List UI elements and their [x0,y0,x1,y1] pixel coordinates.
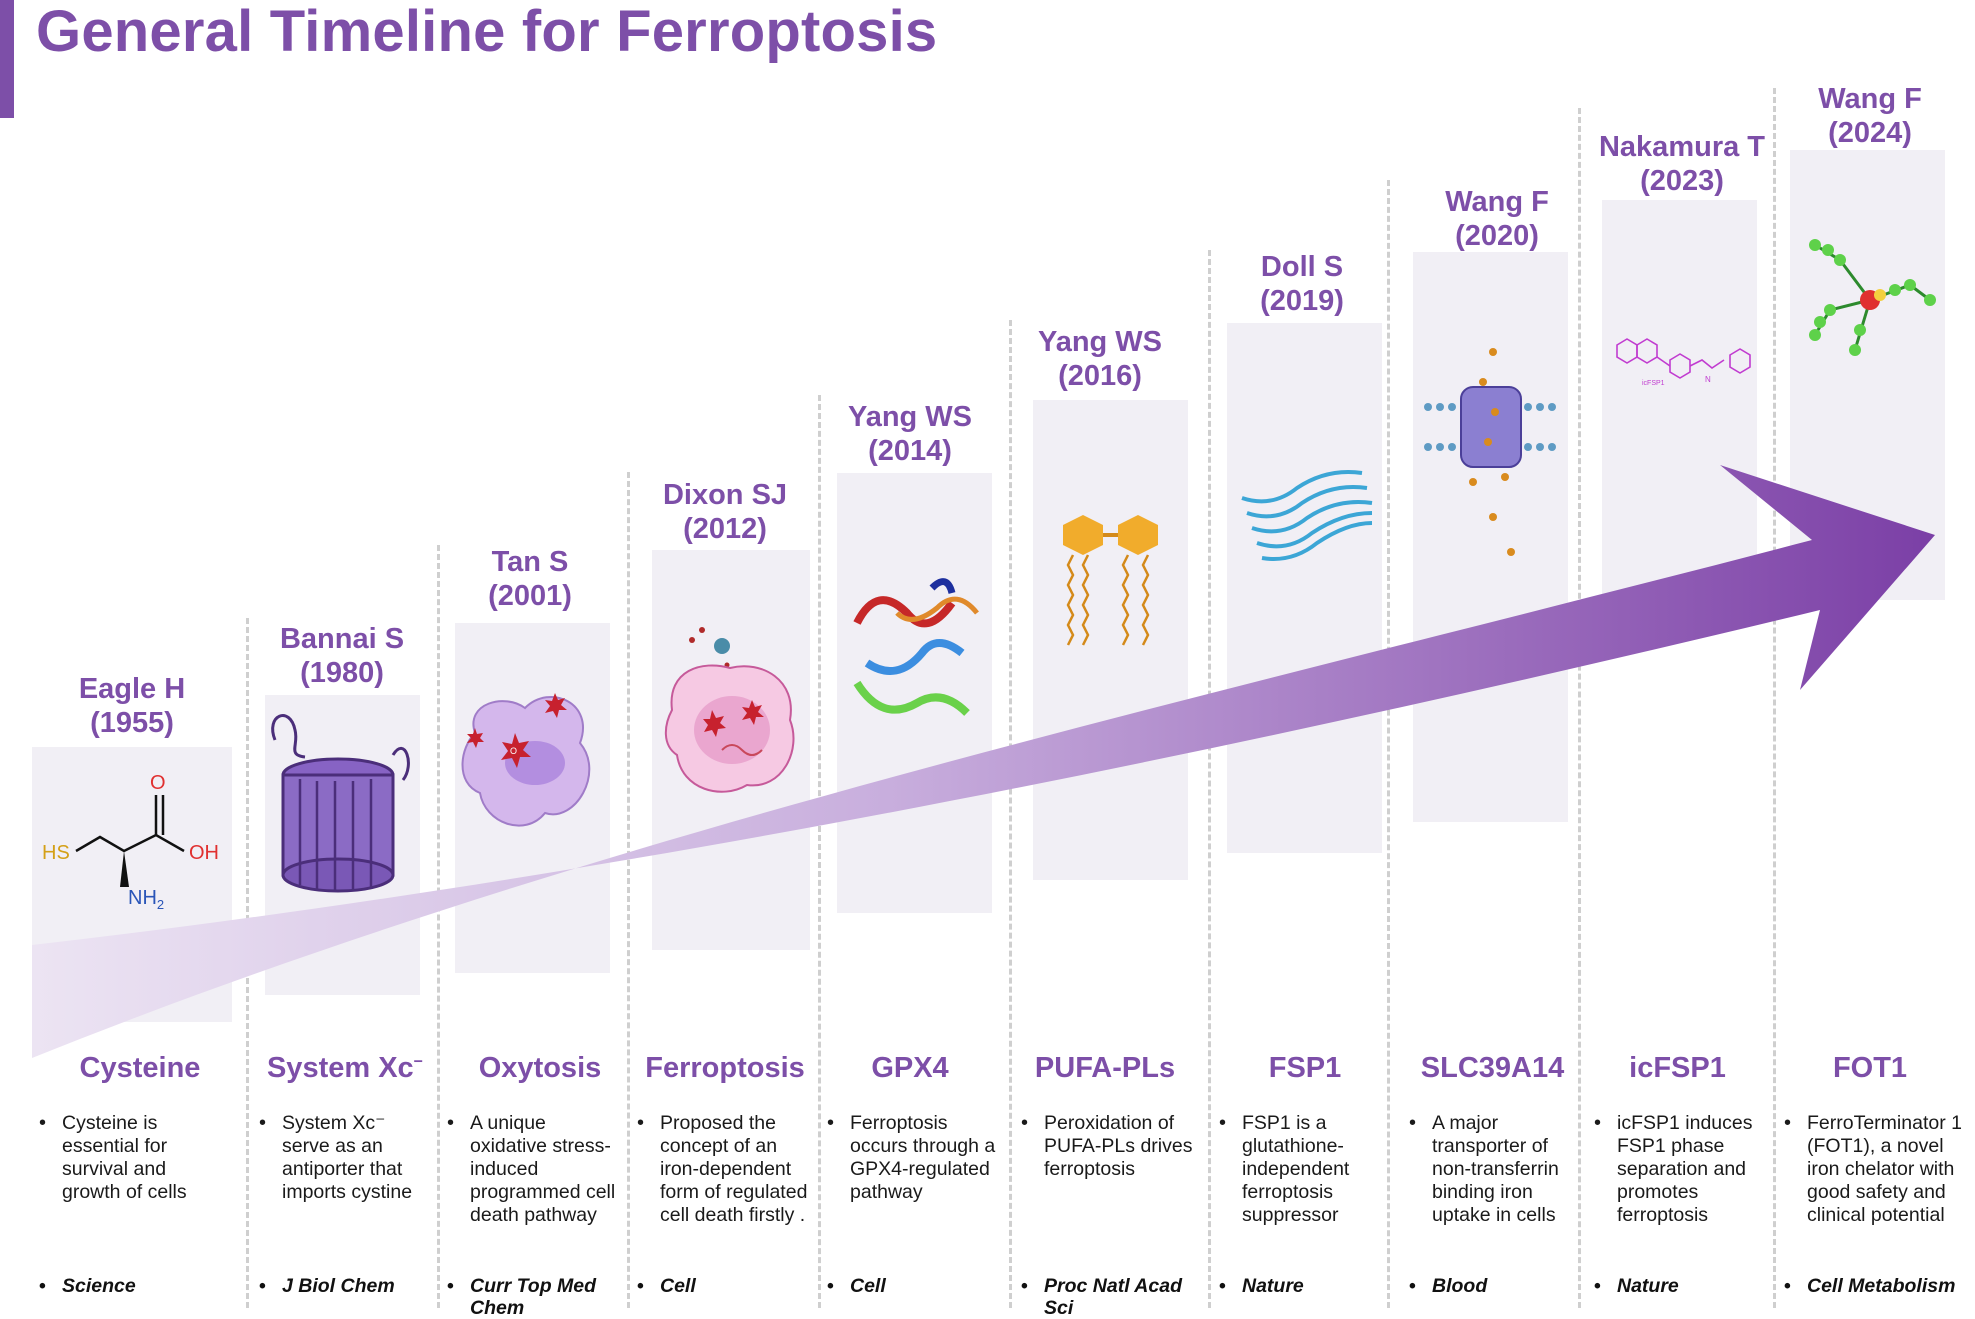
event-journal-1955: Science [30,1275,230,1297]
event-journal-2016: Proc Natl Acad Sci [1012,1275,1197,1319]
event-author-1955: Eagle H (1955) [78,673,186,739]
fsp1-helix-icon [1241,470,1373,561]
transporter-barrel-icon [271,714,410,893]
event-journal-2014: Cell [818,1275,998,1297]
event-description-2023: icFSP1 induces FSP1 phase separation and… [1585,1112,1760,1227]
nitrogen-label: N [1705,375,1711,384]
event-description-1955: Cysteine is essential for survival and g… [30,1112,220,1204]
fot1-molecule-icon [1809,239,1936,356]
event-topic-2014: GPX4 [871,1052,949,1084]
event-topic-2019: FSP1 [1268,1052,1342,1084]
oxidative-cell-icon: O [461,693,591,827]
event-topic-2024: FOT1 [1832,1052,1908,1084]
sulfur-label: HS [42,842,70,864]
event-panel-2019 [1227,323,1382,853]
column-divider [818,395,821,1308]
event-author-2012: Dixon SJ (2012) [662,479,788,545]
event-journal-2019: Nature [1210,1275,1390,1297]
event-panel-2023 [1602,200,1757,602]
event-panel-2016 [1033,400,1188,880]
icfsp1-structure-icon: icFSP1 N [1616,338,1751,387]
ferroptotic-cell-icon [664,627,795,793]
event-topic-1980: System Xc− [266,1052,424,1084]
event-author-2014: Yang WS (2014) [847,401,973,467]
page-title: General Timeline for Ferroptosis [36,0,938,64]
event-topic-2001: Oxytosis [478,1052,602,1084]
event-author-2016: Yang WS (2016) [1037,326,1163,392]
event-author-1980: Bannai S (1980) [279,623,405,689]
event-author-2024: Wang F (2024) [1818,83,1922,149]
event-journal-2023: Nature [1585,1275,1765,1297]
event-description-1980: System Xc⁻ serve as an antiporter that i… [250,1112,425,1204]
event-journal-1980: J Biol Chem [250,1275,430,1297]
event-description-2012: Proposed the concept of an iron-dependen… [628,1112,818,1227]
event-topic-2020: SLC39A14 [1420,1052,1565,1084]
event-topic-2012: Ferroptosis [645,1052,805,1084]
column-divider [1578,108,1581,1308]
membrane-channel-icon [1424,348,1556,556]
column-divider [1009,320,1012,1308]
title-accent-bar [0,0,14,118]
amine-label: NH2 [128,887,164,912]
event-journal-2012: Cell [628,1275,808,1297]
event-description-2024: FerroTerminator 1 (FOT1), a novel iron c… [1775,1112,1965,1227]
superoxide-label: O [510,746,517,756]
event-author-2019: Doll S (2019) [1260,251,1344,317]
event-author-2020: Wang F (2020) [1445,186,1549,252]
gpx4-protein-icon [853,578,979,716]
event-journal-2020: Blood [1400,1275,1580,1297]
event-topic-2023: icFSP1 [1629,1052,1726,1084]
column-divider [1773,88,1776,1308]
event-journal-2001: Curr Top Med Chem [438,1275,623,1319]
event-author-2001: Tan S (2001) [488,546,572,612]
hydroxyl-label: OH [189,842,219,864]
column-divider [1387,180,1390,1308]
event-topic-2016: PUFA-PLs [1034,1052,1176,1084]
column-divider [627,472,630,1308]
event-panel-2020 [1413,252,1568,822]
column-divider [1208,250,1211,1308]
event-description-2016: Peroxidation of PUFA-PLs drives ferropto… [1012,1112,1202,1181]
event-description-2019: FSP1 is a glutathione-independent ferrop… [1210,1112,1385,1227]
column-divider [437,545,440,1308]
event-description-2014: Ferroptosis occurs through a GPX4-regula… [818,1112,1008,1204]
event-description-2001: A unique oxidative stress-induced progra… [438,1112,628,1227]
cysteine-structure-icon: HS O OH NH2 [42,772,219,912]
icfsp1-tag: icFSP1 [1642,380,1665,387]
event-topic-1955: Cysteine [79,1052,201,1084]
oxygen-label: O [150,772,166,794]
phospholipid-icon [1063,515,1158,646]
event-description-2020: A major transporter of non-transferrin b… [1400,1112,1575,1227]
event-journal-2024: Cell Metabolism [1775,1275,1970,1297]
event-author-2023: Nakamura T (2023) [1598,131,1765,197]
